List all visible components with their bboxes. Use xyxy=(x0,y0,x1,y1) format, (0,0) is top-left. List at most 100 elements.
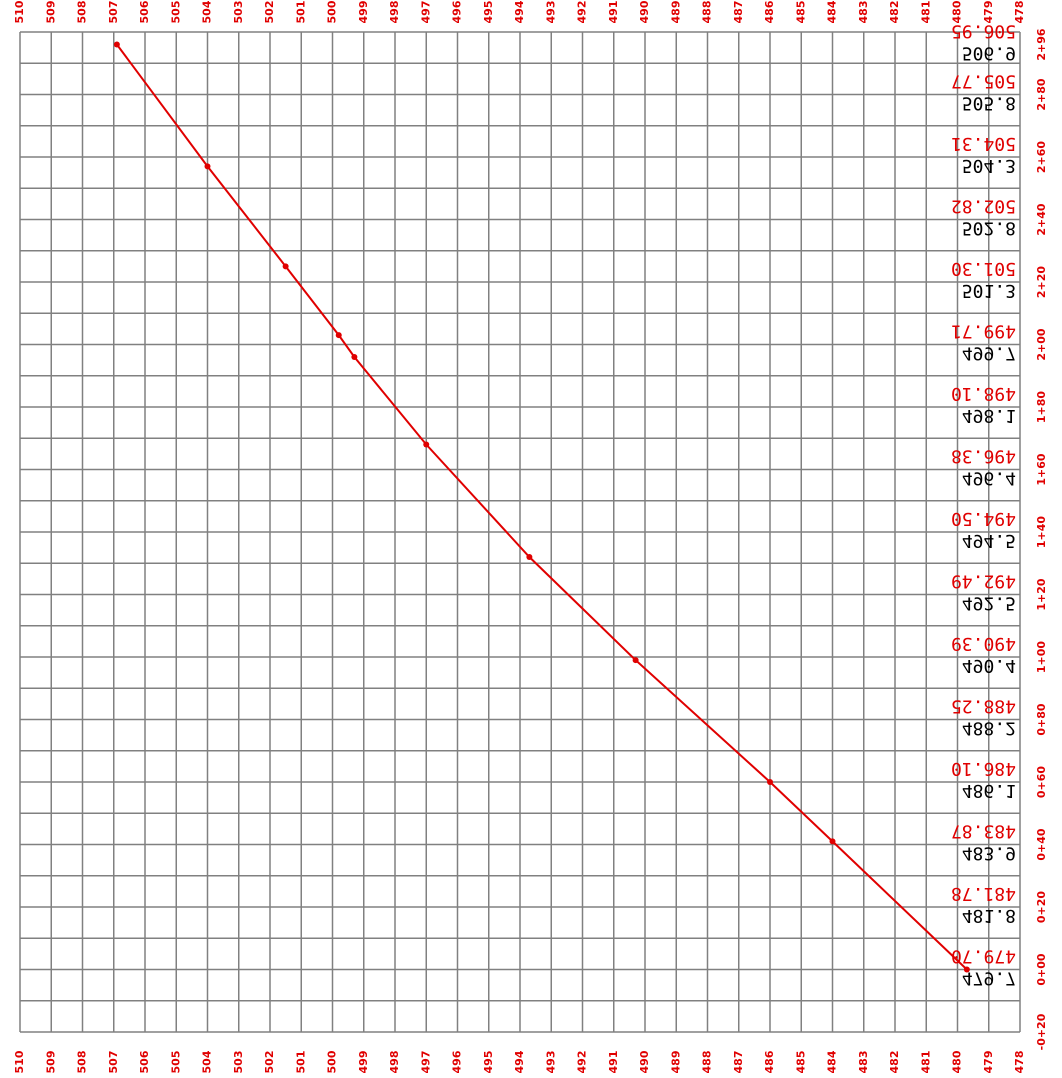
existing-elevation: 481.8 xyxy=(962,905,1016,926)
x-tick-label: 506 xyxy=(138,1050,151,1073)
x-tick-label: 487 xyxy=(732,1,745,24)
x-tick-label: 493 xyxy=(544,1,557,24)
x-tick-label: 478 xyxy=(1013,1,1026,24)
x-tick-label: 509 xyxy=(44,1051,57,1074)
y-tick-label: 1+80 xyxy=(1035,391,1048,424)
design-elevation: 496.38 xyxy=(951,446,1016,467)
x-tick-label: 510 xyxy=(13,0,26,23)
x-tick-label: 492 xyxy=(576,1051,589,1074)
x-tick-label: 482 xyxy=(888,1,901,24)
vertex xyxy=(767,779,773,785)
x-tick-label: 493 xyxy=(544,1051,557,1074)
y-tick-label: 0+60 xyxy=(1035,766,1048,799)
x-tick-label: 484 xyxy=(826,1050,839,1073)
design-elevation: 499.71 xyxy=(951,321,1016,342)
vertex xyxy=(632,657,639,664)
x-tick-label: 488 xyxy=(701,1051,714,1074)
vertex xyxy=(526,554,533,560)
y-tick-label: 0+40 xyxy=(1035,828,1048,861)
existing-elevation: 498.1 xyxy=(962,405,1016,426)
x-tick-label: 502 xyxy=(263,1051,276,1074)
x-tick-label: 481 xyxy=(919,1,932,24)
design-elevation: 486.10 xyxy=(951,758,1016,779)
design-elevation: 492.49 xyxy=(951,571,1016,592)
y-tick-label: 0+20 xyxy=(1035,891,1048,924)
x-tick-label: 507 xyxy=(107,1,120,24)
design-elevation: 504.31 xyxy=(951,133,1016,154)
x-tick-label: 482 xyxy=(888,1051,901,1074)
x-tick-label: 491 xyxy=(607,1051,620,1074)
y-tick-label: 1+40 xyxy=(1035,516,1048,549)
vertex xyxy=(282,263,289,270)
x-tick-label: 490 xyxy=(638,1050,651,1073)
existing-elevation: 499.7 xyxy=(962,343,1016,364)
existing-elevation: 490.4 xyxy=(962,655,1016,676)
x-tick-label: 479 xyxy=(982,1,995,24)
x-tick-label: 508 xyxy=(76,1,89,24)
x-tick-label: 501 xyxy=(294,1051,307,1074)
y-tick-label: 2+96 xyxy=(1035,28,1048,61)
y-tick-label: 2+40 xyxy=(1035,203,1048,236)
x-tick-label: 497 xyxy=(419,1,432,24)
y-tick-label: -0+20 xyxy=(1035,1013,1048,1050)
y-tick-label: 2+80 xyxy=(1035,78,1048,111)
y-tick-label: 2+60 xyxy=(1035,141,1048,174)
design-elevation: 498.10 xyxy=(951,383,1016,404)
x-tick-label: 510 xyxy=(13,1050,26,1073)
x-tick-label: 498 xyxy=(388,1051,401,1074)
x-tick-label: 503 xyxy=(232,1,245,24)
profile-line xyxy=(116,43,968,971)
x-tick-label: 504 xyxy=(201,1050,214,1073)
x-tick-label: 489 xyxy=(669,1,682,24)
x-tick-label: 506 xyxy=(138,0,151,23)
x-tick-label: 486 xyxy=(763,1050,776,1073)
existing-elevation: 501.3 xyxy=(962,280,1016,301)
x-tick-label: 490 xyxy=(638,0,651,23)
x-tick-label: 500 xyxy=(326,1050,339,1073)
existing-elevation: 496.4 xyxy=(962,468,1016,489)
x-tick-label: 507 xyxy=(107,1051,120,1074)
design-elevation: 494.50 xyxy=(951,508,1016,529)
vertex xyxy=(351,354,358,360)
x-tick-label: 491 xyxy=(607,1,620,24)
x-tick-label: 495 xyxy=(482,1,495,24)
vertex xyxy=(829,838,836,845)
x-tick-label: 502 xyxy=(263,1,276,24)
vertex xyxy=(204,163,211,170)
design-elevation: 490.39 xyxy=(951,633,1016,654)
design-elevation: 502.82 xyxy=(951,196,1016,217)
x-tick-label: 503 xyxy=(232,1051,245,1074)
existing-elevation: 479.7 xyxy=(962,968,1016,989)
x-tick-label: 492 xyxy=(576,1,589,24)
existing-elevation: 506.9 xyxy=(962,43,1016,64)
design-elevation: 505.77 xyxy=(951,71,1016,92)
x-tick-label: 480 xyxy=(951,1050,964,1073)
x-tick-label: 480 xyxy=(951,0,964,23)
design-elevation: 481.78 xyxy=(951,883,1016,904)
y-tick-label: 2+20 xyxy=(1035,266,1048,299)
x-tick-label: 478 xyxy=(1013,1051,1026,1074)
vertex xyxy=(963,966,970,973)
x-tick-label: 504 xyxy=(201,0,214,23)
y-tick-label: 0+80 xyxy=(1035,703,1048,736)
x-tick-label: 481 xyxy=(919,1051,932,1074)
x-tick-label: 499 xyxy=(357,1,370,24)
x-tick-label: 494 xyxy=(513,1050,526,1073)
design-elevation: 506.95 xyxy=(951,21,1016,42)
vertex xyxy=(335,332,342,339)
existing-elevation: 488.2 xyxy=(962,718,1016,739)
x-tick-label: 501 xyxy=(294,1,307,24)
vertex xyxy=(423,441,430,448)
x-tick-label: 496 xyxy=(451,0,464,23)
design-elevation: 479.70 xyxy=(951,946,1016,967)
existing-elevation: 483.9 xyxy=(962,843,1016,864)
x-tick-label: 488 xyxy=(701,1,714,24)
x-tick-label: 479 xyxy=(982,1051,995,1074)
x-tick-label: 498 xyxy=(388,1,401,24)
x-tick-label: 489 xyxy=(669,1051,682,1074)
existing-elevation: 504.3 xyxy=(962,155,1016,176)
y-tick-label: 2+00 xyxy=(1035,328,1048,361)
x-tick-label: 509 xyxy=(44,1,57,24)
